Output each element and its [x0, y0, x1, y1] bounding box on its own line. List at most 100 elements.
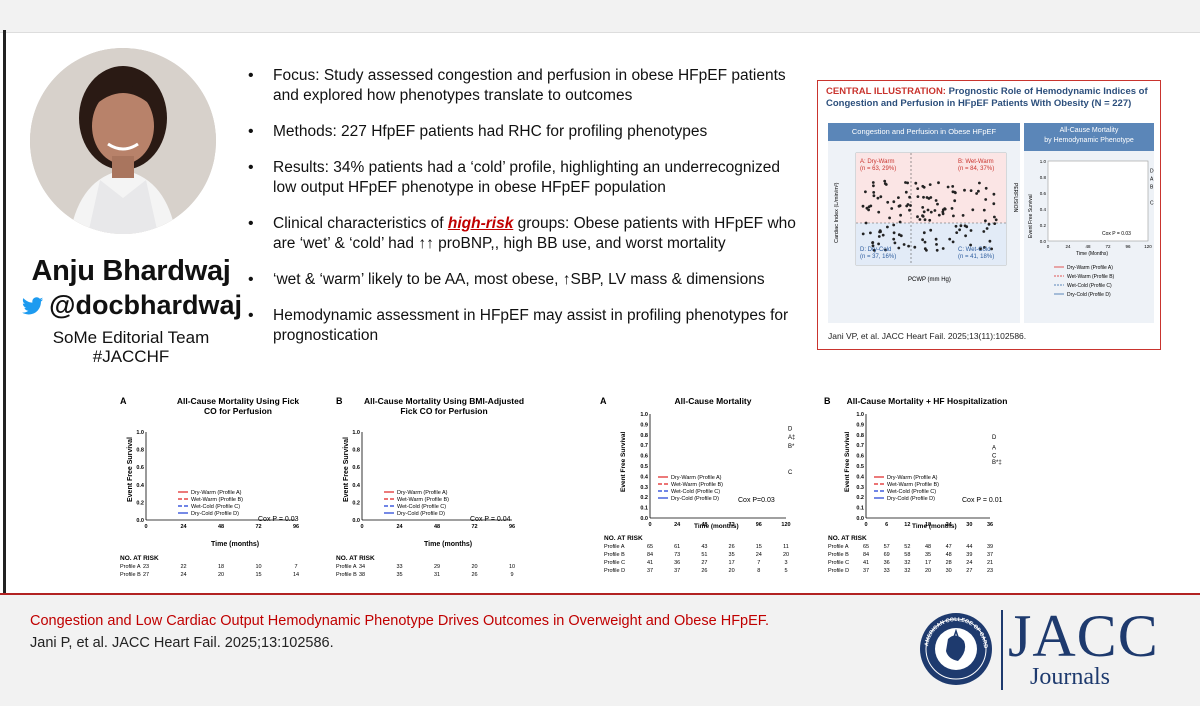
- risk-value: 34: [359, 564, 365, 570]
- scatter-point: [950, 207, 954, 210]
- legend-label: Dry-Cold (Profile D): [191, 511, 239, 517]
- author-name: Anju Bhardwaj: [31, 255, 231, 287]
- fig4-panel: B: [824, 396, 831, 406]
- scatter-point: [984, 186, 988, 190]
- scatter-point: [892, 231, 896, 235]
- scatter-point: [914, 181, 918, 185]
- team-line1: SoMe Editorial Team: [52, 328, 210, 347]
- x-tick-label: 24: [180, 524, 187, 530]
- scatter-point: [888, 216, 891, 220]
- scatter-plot: A: Dry-Warm (n = 63, 29%) B: Wet-Warm (n…: [834, 152, 1018, 283]
- risk-value: 8: [757, 568, 760, 574]
- bullet-clinical-pre: Clinical characteristics of: [273, 215, 448, 232]
- handle-text: @docbhardwaj: [49, 290, 242, 320]
- legend-label: Wet-Warm (Profile B): [397, 497, 449, 503]
- bullet-wet-warm: ‘wet & ‘warm’ likely to be AA, most obes…: [246, 270, 806, 290]
- scatter-point: [951, 240, 955, 244]
- risk-value: 43: [701, 544, 707, 550]
- scatter-point: [933, 209, 937, 212]
- fig1-ylabel: Event Free Survival: [127, 437, 134, 502]
- scatter-point: [883, 182, 887, 185]
- quadrant-a-n: (n = 63, 29%): [860, 166, 896, 172]
- author-handle[interactable]: @docbhardwaj: [22, 290, 242, 321]
- y-tick-label: 0.8: [1040, 175, 1047, 180]
- curve-end-label: A‡: [788, 435, 795, 441]
- scatter-point: [928, 218, 932, 222]
- bullet-focus: Focus: Study assessed congestion and per…: [246, 66, 806, 106]
- risk-value: 24: [966, 560, 972, 566]
- scatter-point: [987, 222, 991, 226]
- scatter-point: [861, 204, 865, 208]
- legend-label: Dry-Warm (Profile A): [191, 490, 242, 496]
- y-tick-label: 0.2: [856, 495, 864, 501]
- bullet-clinical-post: groups: Obese patients with HFpEF who ar…: [273, 215, 796, 252]
- y-tick-label: 0.5: [856, 464, 864, 470]
- km-panel: All-Cause Mortality by Hemodynamic Phenot…: [1024, 123, 1154, 323]
- fig2-xlabel: Time (months): [424, 541, 472, 548]
- scatter-point: [879, 195, 883, 199]
- twitter-bird-icon: [22, 296, 44, 314]
- risk-row-label: Profile B: [828, 552, 849, 558]
- risk-value: 35: [925, 552, 931, 558]
- y-tick-label: 0.3: [856, 485, 864, 491]
- fig3-at-risk: NO. AT RISK: [604, 535, 643, 542]
- scatter-point: [959, 224, 963, 228]
- risk-value: 39: [987, 544, 993, 550]
- y-tick-label: 0.8: [640, 433, 648, 439]
- scatter-point: [969, 189, 973, 192]
- scatter-point: [922, 195, 925, 199]
- scatter-dots: [861, 179, 998, 252]
- legend-label: Wet-Warm (Profile B): [671, 482, 723, 488]
- risk-value: 26: [471, 572, 477, 578]
- scatter-point: [984, 198, 988, 201]
- y-tick-label: 0.2: [136, 500, 144, 506]
- x-tick-label: 24: [674, 522, 681, 528]
- scatter-point: [963, 224, 967, 228]
- legend-label: Wet-Warm (Profile B): [191, 497, 243, 503]
- x-tick-label: 12: [904, 522, 910, 528]
- risk-value: 18: [218, 564, 224, 570]
- risk-value: 52: [904, 544, 910, 550]
- y-tick-label: 1.0: [1040, 159, 1047, 164]
- risk-value: 20: [783, 552, 789, 558]
- avatar: [30, 48, 216, 234]
- curve-end-label: C: [788, 470, 793, 476]
- central-km-plot: Event Free Survival Time (Months) Cox P …: [1024, 123, 1154, 298]
- scatter-point: [921, 206, 925, 209]
- quadrant-a-label: A: Dry-Warm: [860, 159, 894, 165]
- scatter-point: [909, 204, 912, 207]
- risk-value: 48: [925, 544, 931, 550]
- scatter-point: [958, 228, 961, 232]
- scatter-point: [992, 202, 996, 206]
- x-tick-label: 48: [218, 524, 224, 530]
- y-tick-label: 0.4: [352, 483, 361, 489]
- logo-divider: [1001, 610, 1003, 690]
- scatter-point: [916, 215, 919, 219]
- risk-value: 14: [293, 572, 299, 578]
- legend-label: Wet-Cold (Profile C): [887, 489, 936, 495]
- risk-value: 20: [218, 572, 224, 578]
- risk-value: 9: [510, 572, 513, 578]
- risk-value: 15: [255, 572, 261, 578]
- y-tick-label: 0.9: [640, 422, 648, 428]
- scatter-point: [908, 208, 911, 212]
- central-title: CENTRAL ILLUSTRATION: Prognostic Role of…: [826, 86, 1156, 110]
- scatter-point: [865, 206, 869, 210]
- y-tick-label: 0.0: [136, 518, 144, 524]
- y-tick-label: 0.6: [640, 454, 648, 460]
- bullet-clinical: Clinical characteristics of high-risk gr…: [246, 214, 806, 254]
- scatter-point: [969, 243, 972, 247]
- scatter-point: [872, 191, 876, 194]
- risk-value: 17: [925, 560, 931, 566]
- scatter-point: [971, 208, 975, 212]
- scatter-point: [923, 218, 927, 222]
- footer-citation: Jani P, et al. JACC Heart Fail. 2025;13:…: [30, 635, 334, 651]
- risk-row-label: Profile B: [604, 552, 625, 558]
- scatter-point: [955, 231, 959, 234]
- acc-seal-logo: AMERICAN COLLEGE OF CARDIOLOGY: [918, 611, 992, 685]
- scatter-point: [916, 195, 920, 198]
- x-tick-label: 0: [1047, 244, 1050, 249]
- scatter-point: [902, 243, 906, 246]
- risk-value: 3: [784, 560, 787, 566]
- bullet-results: Results: 34% patients had a ‘cold’ profi…: [246, 158, 806, 198]
